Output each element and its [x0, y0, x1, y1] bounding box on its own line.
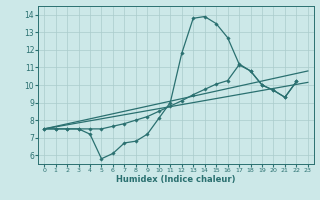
- X-axis label: Humidex (Indice chaleur): Humidex (Indice chaleur): [116, 175, 236, 184]
